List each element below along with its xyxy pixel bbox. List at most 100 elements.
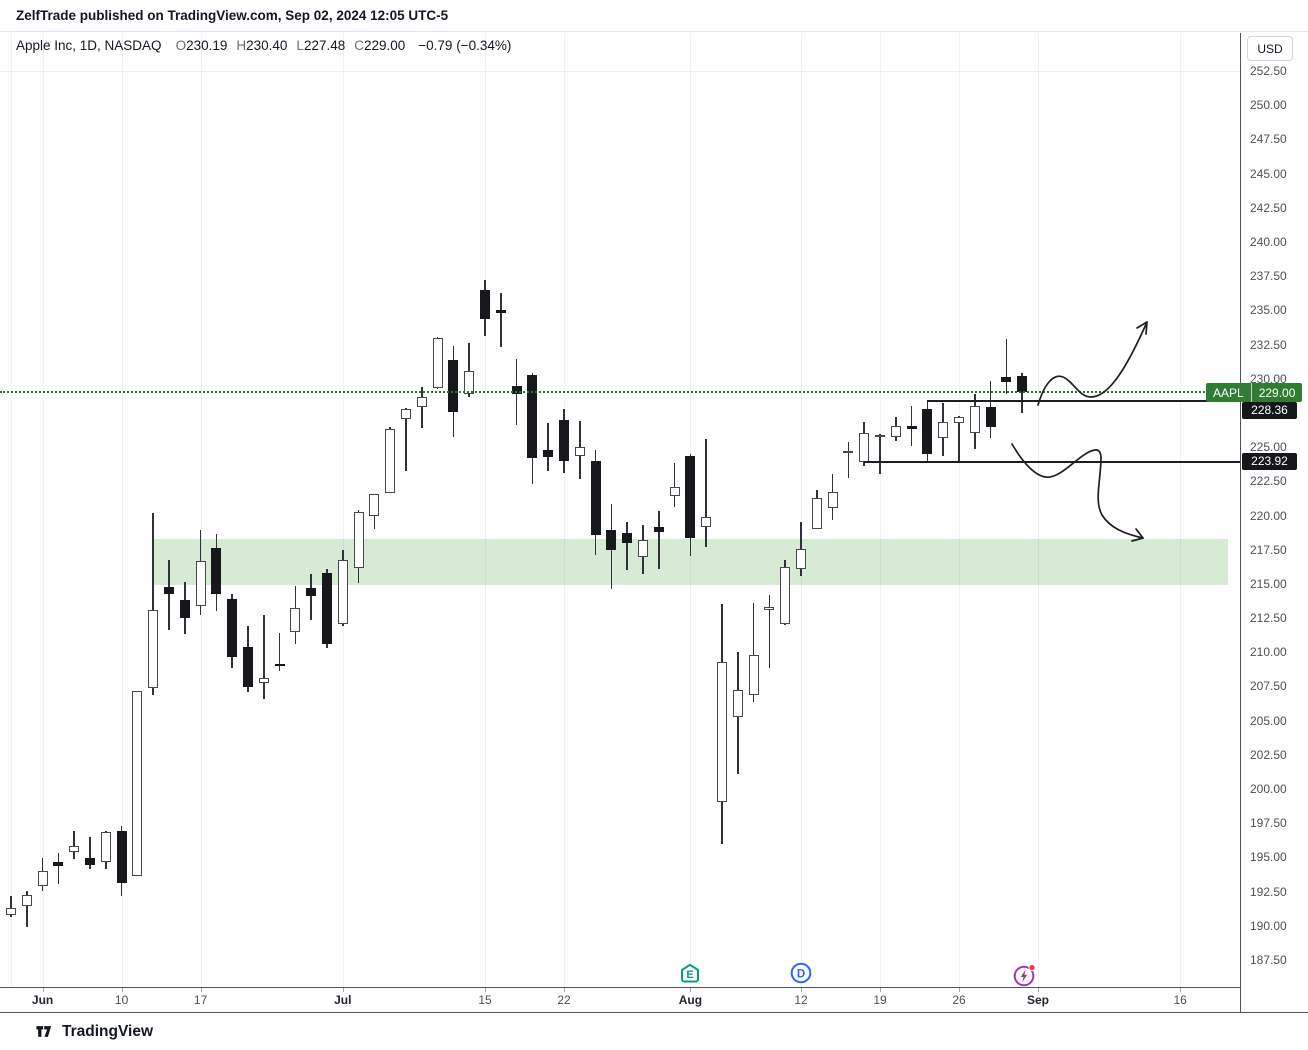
candle-down	[274, 663, 285, 667]
candle-down	[480, 290, 490, 319]
time-axis-label: 19	[873, 993, 887, 1007]
v-gridline	[880, 33, 881, 987]
candle-wick	[278, 633, 281, 672]
ohlc-open: O230.19	[175, 37, 228, 53]
candle-up	[969, 405, 980, 434]
candle-up	[385, 428, 396, 493]
v-gridline	[121, 33, 123, 987]
candle-down	[53, 862, 64, 867]
candle-down	[590, 460, 601, 536]
candle-wick	[879, 433, 881, 474]
candle-wick	[1005, 338, 1008, 395]
candle-up	[353, 511, 364, 569]
last-price-line	[0, 391, 1240, 394]
time-axis[interactable]: Jun 10 17 Jul 15 22 Aug 12 19 26 Sep 16	[0, 987, 1240, 1012]
candle-up	[954, 417, 964, 424]
candle-down	[116, 831, 127, 884]
publish-info: ZelfTrade published on TradingView.com, …	[16, 8, 449, 23]
candle-wick	[752, 602, 755, 702]
v-gridline	[959, 33, 960, 987]
candle-down	[306, 588, 317, 597]
time-axis-tick	[564, 988, 565, 992]
time-axis-tick	[690, 988, 692, 992]
last-price-label: AAPL 229.00	[1206, 383, 1303, 402]
candle-down	[85, 857, 95, 865]
arrow-down-drawing	[1011, 443, 1144, 539]
v-gridline	[1038, 33, 1039, 987]
change-value: −0.79 (−0.34%)	[418, 37, 512, 53]
price-axis-label: 190.00	[1250, 918, 1287, 933]
svg-text:E: E	[687, 969, 694, 981]
candle-wick	[705, 438, 707, 547]
time-axis-tick	[1180, 988, 1182, 992]
candle-up	[401, 408, 411, 419]
candle-down	[622, 533, 633, 544]
price-axis-label: 235.00	[1250, 303, 1287, 318]
candle-wick	[73, 831, 75, 860]
news-flash-marker-icon[interactable]	[1011, 962, 1036, 987]
time-axis-tick	[801, 988, 802, 992]
time-axis-tick	[42, 988, 44, 992]
candle-up	[132, 691, 143, 876]
time-axis-label: 16	[1173, 993, 1187, 1007]
candle-up	[717, 662, 727, 802]
price-axis-label: 207.50	[1250, 679, 1287, 694]
time-axis-tick	[485, 988, 486, 992]
brand-name[interactable]: TradingView	[62, 1022, 154, 1040]
candle-wick	[626, 522, 628, 571]
candle-wick	[10, 896, 12, 918]
last-price-symbol: AAPL	[1213, 385, 1244, 400]
candle-down	[653, 526, 664, 532]
candle-down	[243, 646, 253, 687]
svg-text:D: D	[797, 968, 805, 980]
symbol-title: Apple Inc, 1D, NASDAQ	[16, 37, 162, 53]
candle-up	[701, 517, 712, 528]
candle-up	[416, 396, 427, 408]
candle-wick	[547, 422, 549, 471]
candle-down	[527, 374, 538, 459]
candle-wick	[468, 342, 470, 397]
ohlc-high: H230.40	[236, 37, 288, 53]
candle-up	[337, 559, 348, 624]
candle-up	[796, 549, 806, 570]
time-axis-tick	[1038, 988, 1039, 992]
time-axis-label: 10	[114, 993, 129, 1007]
candle-up	[764, 607, 775, 610]
candle-up	[843, 450, 854, 454]
candle-up	[811, 498, 822, 530]
candle-up	[369, 494, 380, 516]
candle-up	[732, 690, 743, 717]
candle-down	[179, 599, 190, 619]
time-axis-tick	[959, 988, 960, 992]
price-axis-label: 192.50	[1250, 884, 1287, 899]
footer: TradingView	[0, 1013, 1308, 1050]
v-gridline	[11, 33, 12, 987]
candle-up	[432, 337, 443, 389]
price-axis-label: 187.50	[1250, 953, 1287, 968]
candle-up	[37, 870, 48, 887]
time-axis-label: Jul	[334, 993, 352, 1007]
time-axis-label: 15	[478, 993, 492, 1007]
candle-up	[574, 446, 585, 456]
price-axis-label: 242.50	[1250, 200, 1287, 215]
currency-button[interactable]: USD	[1247, 36, 1293, 61]
earnings-marker-icon[interactable]: E	[679, 962, 701, 984]
tradingview-logo-icon[interactable]	[34, 1025, 54, 1038]
candle-wick	[800, 522, 802, 576]
price-line-label-upper: 228.36	[1242, 402, 1297, 419]
candle-down	[685, 455, 696, 538]
price-axis[interactable]: USD 228.36 223.92 252.50 250.00 247.50 245.…	[1240, 33, 1308, 1012]
ohlc-low: L227.48	[296, 37, 346, 53]
dividend-marker-icon[interactable]: D	[790, 962, 812, 984]
chart-bottom-border	[0, 1012, 1308, 1013]
arrow-drawings	[1011, 321, 1148, 542]
price-axis-label: 200.00	[1250, 782, 1287, 797]
candle-down	[511, 386, 522, 395]
candle-wick	[89, 836, 91, 869]
candle-down	[1017, 376, 1028, 393]
candle-up	[100, 831, 111, 863]
candle-wick	[658, 511, 660, 569]
candle-down	[227, 598, 238, 657]
